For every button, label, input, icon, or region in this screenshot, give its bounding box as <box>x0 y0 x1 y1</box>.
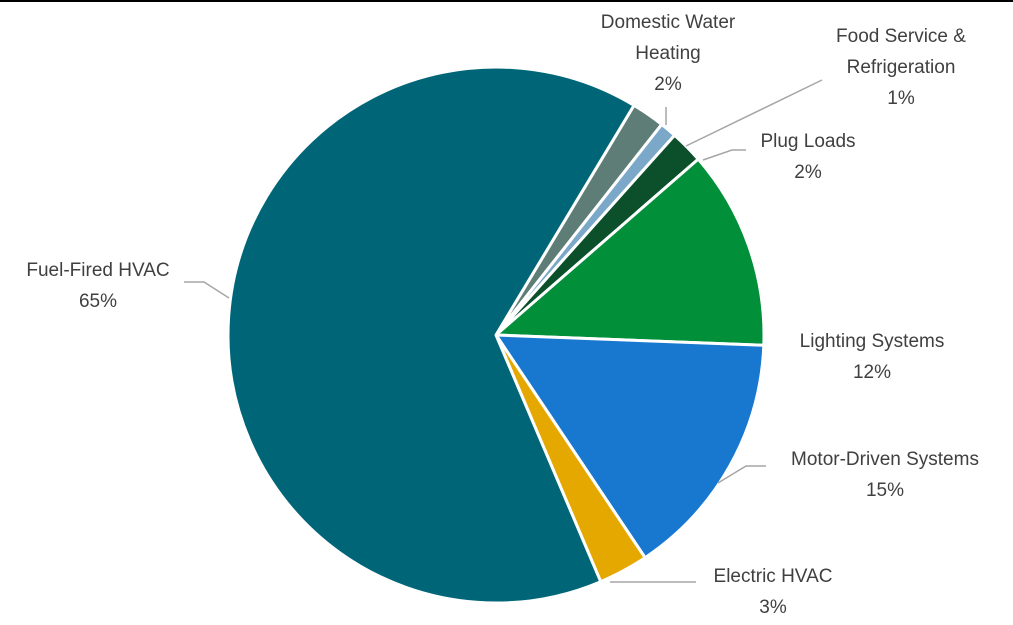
slice-label-lighting-systems: Lighting Systems 12% <box>800 331 945 383</box>
slice-label-fuel-fired-hvac: Fuel-Fired HVAC 65% <box>26 260 169 312</box>
pie-slice-lighting-systems <box>494 157 766 347</box>
slice-value-label: 2% <box>654 74 682 95</box>
leader-line-food-service-and-refrigeration <box>685 79 823 147</box>
leader-line-motor-driven-systems <box>717 465 766 484</box>
slice-category-label: Lighting Systems <box>800 331 945 352</box>
slice-label-domestic-water-heating: Domestic Water Heating 2% <box>601 12 736 95</box>
slice-labels: Domestic Water Heating 2% Food Service & Ref… <box>26 12 979 618</box>
leader-lines <box>184 79 823 583</box>
slice-value-label: 3% <box>759 597 787 618</box>
slice-category-label: Refrigeration <box>847 57 956 78</box>
slice-category-label: Food Service & <box>836 26 966 47</box>
top-border-line <box>0 0 1013 2</box>
slice-label-motor-driven-systems: Motor-Driven Systems 15% <box>791 449 979 501</box>
leader-line-plug-loads <box>702 149 746 161</box>
slice-category-label: Fuel-Fired HVAC <box>26 260 169 281</box>
pie-slice-motor-driven-systems <box>494 333 766 560</box>
pie-slices <box>226 65 766 605</box>
slice-category-label: Plug Loads <box>760 131 855 152</box>
slice-category-label: Motor-Driven Systems <box>791 449 979 470</box>
slice-label-plug-loads: Plug Loads 2% <box>760 131 855 183</box>
leader-line-fuel-fired-hvac <box>184 281 230 299</box>
slice-value-label: 15% <box>866 480 904 501</box>
slice-label-food-service-and-refrigeration: Food Service & Refrigeration 1% <box>836 26 966 109</box>
slice-category-label: Domestic Water <box>601 12 736 33</box>
slice-category-label: Electric HVAC <box>714 566 833 587</box>
slice-value-label: 65% <box>79 291 117 312</box>
slice-value-label: 2% <box>794 162 822 183</box>
slice-label-electric-hvac: Electric HVAC 3% <box>714 566 833 618</box>
slice-category-label: Heating <box>635 43 701 64</box>
pie-slice-fuel-fired-hvac <box>226 65 636 605</box>
slice-value-label: 1% <box>887 88 915 109</box>
slice-value-label: 12% <box>853 362 891 383</box>
